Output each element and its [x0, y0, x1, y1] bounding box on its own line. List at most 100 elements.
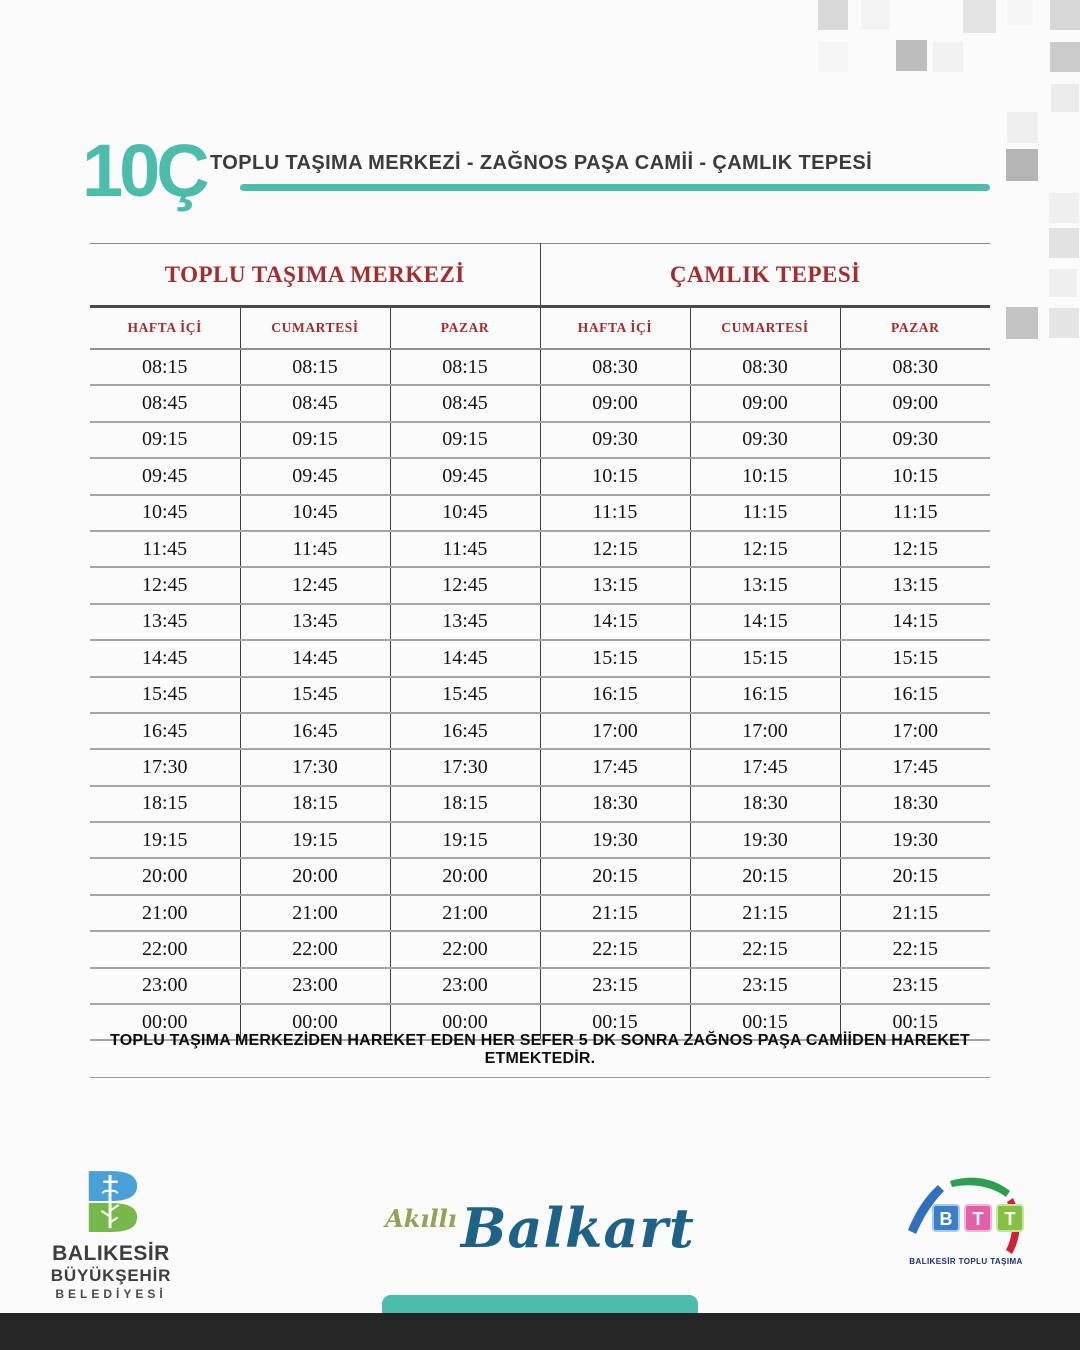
bottom-dark-bar — [0, 1313, 1080, 1350]
time-cell: 00:15 — [840, 1004, 990, 1042]
table-row: 08:15 08:15 08:15 08:30 08:30 08:30 — [90, 349, 990, 387]
time-cell: 20:15 — [840, 858, 990, 896]
time-cell: 10:15 — [540, 458, 691, 496]
time-cell: 16:45 — [240, 712, 391, 751]
time-cell: 18:30 — [690, 785, 841, 824]
balkart-logo: AkıllıBalkart — [385, 1196, 695, 1260]
time-cell: 23:15 — [840, 967, 990, 1006]
time-cell: 09:45 — [240, 458, 391, 496]
day-header-row: HAFTA İÇİ CUMARTESİ PAZAR HAFTA İÇİ CUMA… — [90, 306, 990, 350]
municipality-name-line1: BALIKESİR — [52, 1242, 170, 1265]
time-cell: 15:15 — [840, 640, 990, 678]
table-row: 19:15 19:15 19:15 19:30 19:30 19:30 — [90, 822, 990, 860]
time-cell: 21:00 — [240, 894, 391, 933]
time-cell: 14:45 — [390, 640, 541, 678]
time-cell: 22:15 — [690, 931, 841, 969]
time-cell: 18:30 — [840, 785, 990, 824]
time-cell: 10:15 — [690, 458, 841, 496]
time-cell: 10:45 — [240, 494, 391, 532]
time-cell: 17:45 — [690, 749, 841, 787]
time-cell: 16:45 — [90, 712, 241, 751]
table-row: 00:00 00:00 00:00 00:15 00:15 00:15 — [90, 1004, 990, 1042]
time-cell: 15:45 — [90, 676, 241, 714]
time-cell: 21:00 — [90, 894, 241, 933]
svg-text:T: T — [973, 1209, 984, 1229]
time-cell: 22:15 — [540, 931, 691, 969]
timetable-body: 08:15 08:15 08:15 08:30 08:30 08:30 08:45 08:45… — [90, 349, 990, 1042]
time-cell: 12:15 — [690, 530, 841, 569]
mosaic-square — [1007, 0, 1033, 26]
time-cell: 21:00 — [390, 894, 541, 933]
time-cell: 21:15 — [690, 894, 841, 933]
table-row: 14:45 14:45 14:45 15:15 15:15 15:15 — [90, 640, 990, 678]
time-cell: 19:30 — [540, 822, 691, 860]
time-cell: 19:30 — [690, 822, 841, 860]
mosaic-square — [861, 0, 890, 29]
table-row: 18:15 18:15 18:15 18:30 18:30 18:30 — [90, 785, 990, 824]
timetable: TOPLU TAŞIMA MERKEZİ ÇAMLIK TEPESİ HAFTA… — [90, 243, 990, 1042]
time-cell: 08:15 — [390, 349, 541, 387]
table-row: 22:00 22:00 22:00 22:15 22:15 22:15 — [90, 931, 990, 969]
municipality-logo: BALIKESİR BÜYÜKŞEHİR BELEDİYESİ — [36, 1170, 186, 1301]
time-cell: 17:45 — [540, 749, 691, 787]
time-cell: 15:15 — [690, 640, 841, 678]
time-cell: 17:00 — [540, 712, 691, 751]
footnote: TOPLU TAŞIMA MERKEZİDEN HAREKET EDEN HER… — [110, 1032, 970, 1067]
time-cell: 14:15 — [540, 603, 691, 642]
time-cell: 13:45 — [240, 603, 391, 642]
table-row: 23:00 23:00 23:00 23:15 23:15 23:15 — [90, 967, 990, 1006]
time-cell: 12:15 — [840, 530, 990, 569]
time-cell: 16:15 — [540, 676, 691, 714]
time-cell: 09:30 — [540, 421, 691, 460]
time-cell: 19:30 — [840, 822, 990, 860]
bottom-teal-tab — [382, 1295, 698, 1315]
time-cell: 09:15 — [390, 421, 541, 460]
time-cell: 12:15 — [540, 530, 691, 569]
time-cell: 22:00 — [240, 931, 391, 969]
table-row: 20:00 20:00 20:00 20:15 20:15 20:15 — [90, 858, 990, 896]
time-cell: 11:15 — [540, 494, 691, 532]
table-row: 15:45 15:45 15:45 16:15 16:15 16:15 — [90, 676, 990, 714]
mosaic-square — [818, 0, 848, 30]
balkart-prefix: Akıllı — [385, 1204, 457, 1233]
col-header-pazar-right: PAZAR — [840, 306, 990, 350]
time-cell: 17:30 — [240, 749, 391, 787]
municipality-name-line2: BÜYÜKŞEHİR — [50, 1266, 172, 1285]
time-cell: 08:30 — [690, 349, 841, 387]
time-cell: 19:15 — [240, 822, 391, 860]
time-cell: 10:45 — [390, 494, 541, 532]
time-cell: 10:45 — [90, 494, 241, 532]
time-cell: 00:15 — [690, 1004, 841, 1042]
mosaic-square — [818, 42, 848, 72]
col-header-cumartesi-left: CUMARTESİ — [240, 306, 391, 350]
time-cell: 15:45 — [240, 676, 391, 714]
time-cell: 00:15 — [540, 1004, 691, 1042]
col-header-hafta-ici-left: HAFTA İÇİ — [90, 306, 241, 350]
time-cell: 14:45 — [90, 640, 241, 678]
mosaic-square — [896, 40, 927, 71]
time-cell: 14:15 — [690, 603, 841, 642]
table-row: 10:45 10:45 10:45 11:15 11:15 11:15 — [90, 494, 990, 532]
municipality-name-line3: BELEDİYESİ — [55, 1287, 167, 1301]
title-underline — [240, 184, 990, 191]
time-cell: 18:30 — [540, 785, 691, 824]
time-cell: 12:45 — [390, 567, 541, 605]
mosaic-square — [963, 0, 996, 33]
time-cell: 13:15 — [840, 567, 990, 605]
time-cell: 17:30 — [390, 749, 541, 787]
time-cell: 23:00 — [390, 967, 541, 1006]
table-row: 08:45 08:45 08:45 09:00 09:00 09:00 — [90, 385, 990, 423]
time-cell: 23:15 — [540, 967, 691, 1006]
time-cell: 21:15 — [540, 894, 691, 933]
time-cell: 17:00 — [690, 712, 841, 751]
mosaic-square — [1006, 307, 1038, 339]
time-cell: 12:45 — [90, 567, 241, 605]
time-cell: 08:45 — [390, 385, 541, 423]
time-cell: 08:15 — [240, 349, 391, 387]
mosaic-square — [1007, 112, 1038, 143]
route-number: 10Ç — [82, 129, 210, 212]
time-cell: 16:15 — [840, 676, 990, 714]
section-title-camlik-tepesi: ÇAMLIK TEPESİ — [540, 243, 990, 308]
mosaic-square — [1050, 0, 1080, 30]
